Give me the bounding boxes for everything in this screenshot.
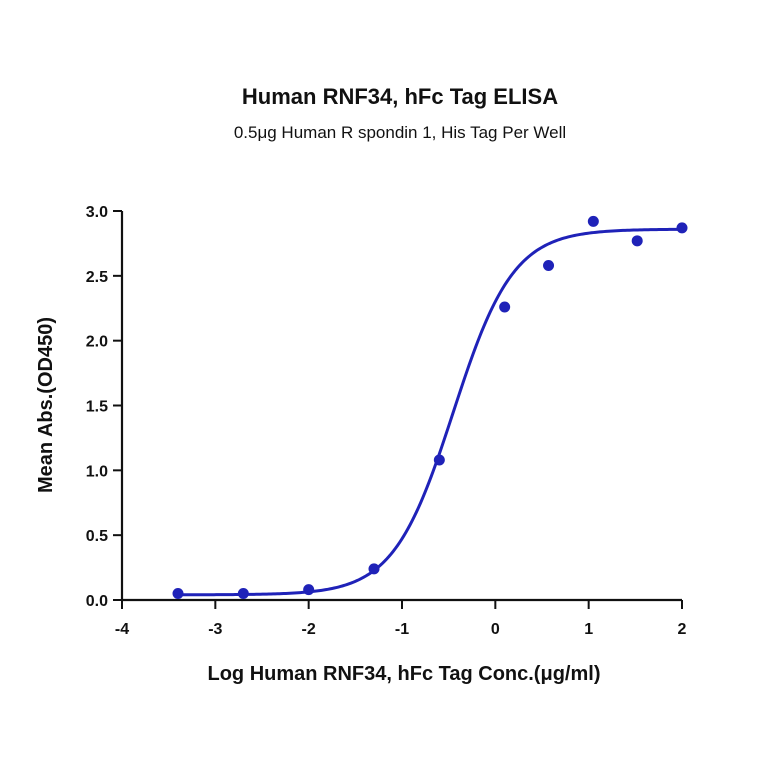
- data-point: [631, 235, 643, 247]
- data-point: [303, 584, 315, 596]
- data-point: [237, 588, 249, 600]
- x-tick-label: -1: [395, 621, 409, 638]
- data-point: [676, 222, 688, 234]
- data-point: [172, 588, 184, 600]
- y-axis-label: Mean Abs.(OD450): [35, 317, 57, 493]
- y-tick-label: 1.0: [86, 463, 108, 480]
- x-axis-label: Log Human RNF34, hFc Tag Conc.(μg/ml): [208, 663, 601, 685]
- axes: [120, 211, 682, 602]
- chart-title: Human RNF34, hFc Tag ELISA: [242, 84, 558, 109]
- x-tick-label: -3: [208, 621, 222, 638]
- data-point: [587, 215, 599, 227]
- y-tick-label: 0.5: [86, 528, 108, 545]
- data-point: [433, 454, 445, 466]
- data-point: [543, 259, 555, 271]
- data-points: [172, 215, 688, 600]
- x-tick-label: 2: [678, 621, 687, 638]
- data-point: [368, 563, 380, 575]
- x-tick-label: 0: [491, 621, 500, 638]
- y-tick-label: 1.5: [86, 399, 108, 416]
- y-tick-label: 2.0: [86, 334, 108, 351]
- chart-subtitle: 0.5μg Human R spondin 1, His Tag Per Wel…: [234, 123, 566, 142]
- y-tick-label: 0.0: [86, 593, 108, 610]
- data-point: [499, 301, 511, 313]
- x-tick-label: 1: [584, 621, 593, 638]
- x-tick-label: -4: [115, 621, 129, 638]
- x-tick-label: -2: [302, 621, 316, 638]
- x-ticks: -4 -3 -2 -1 0 1 2: [115, 600, 687, 638]
- y-tick-label: 3.0: [86, 204, 108, 221]
- y-ticks: 0.0 0.5 1.0 1.5 2.0 2.5 3.0: [86, 204, 122, 610]
- y-tick-label: 2.5: [86, 269, 108, 286]
- fit-curve: [176, 227, 683, 597]
